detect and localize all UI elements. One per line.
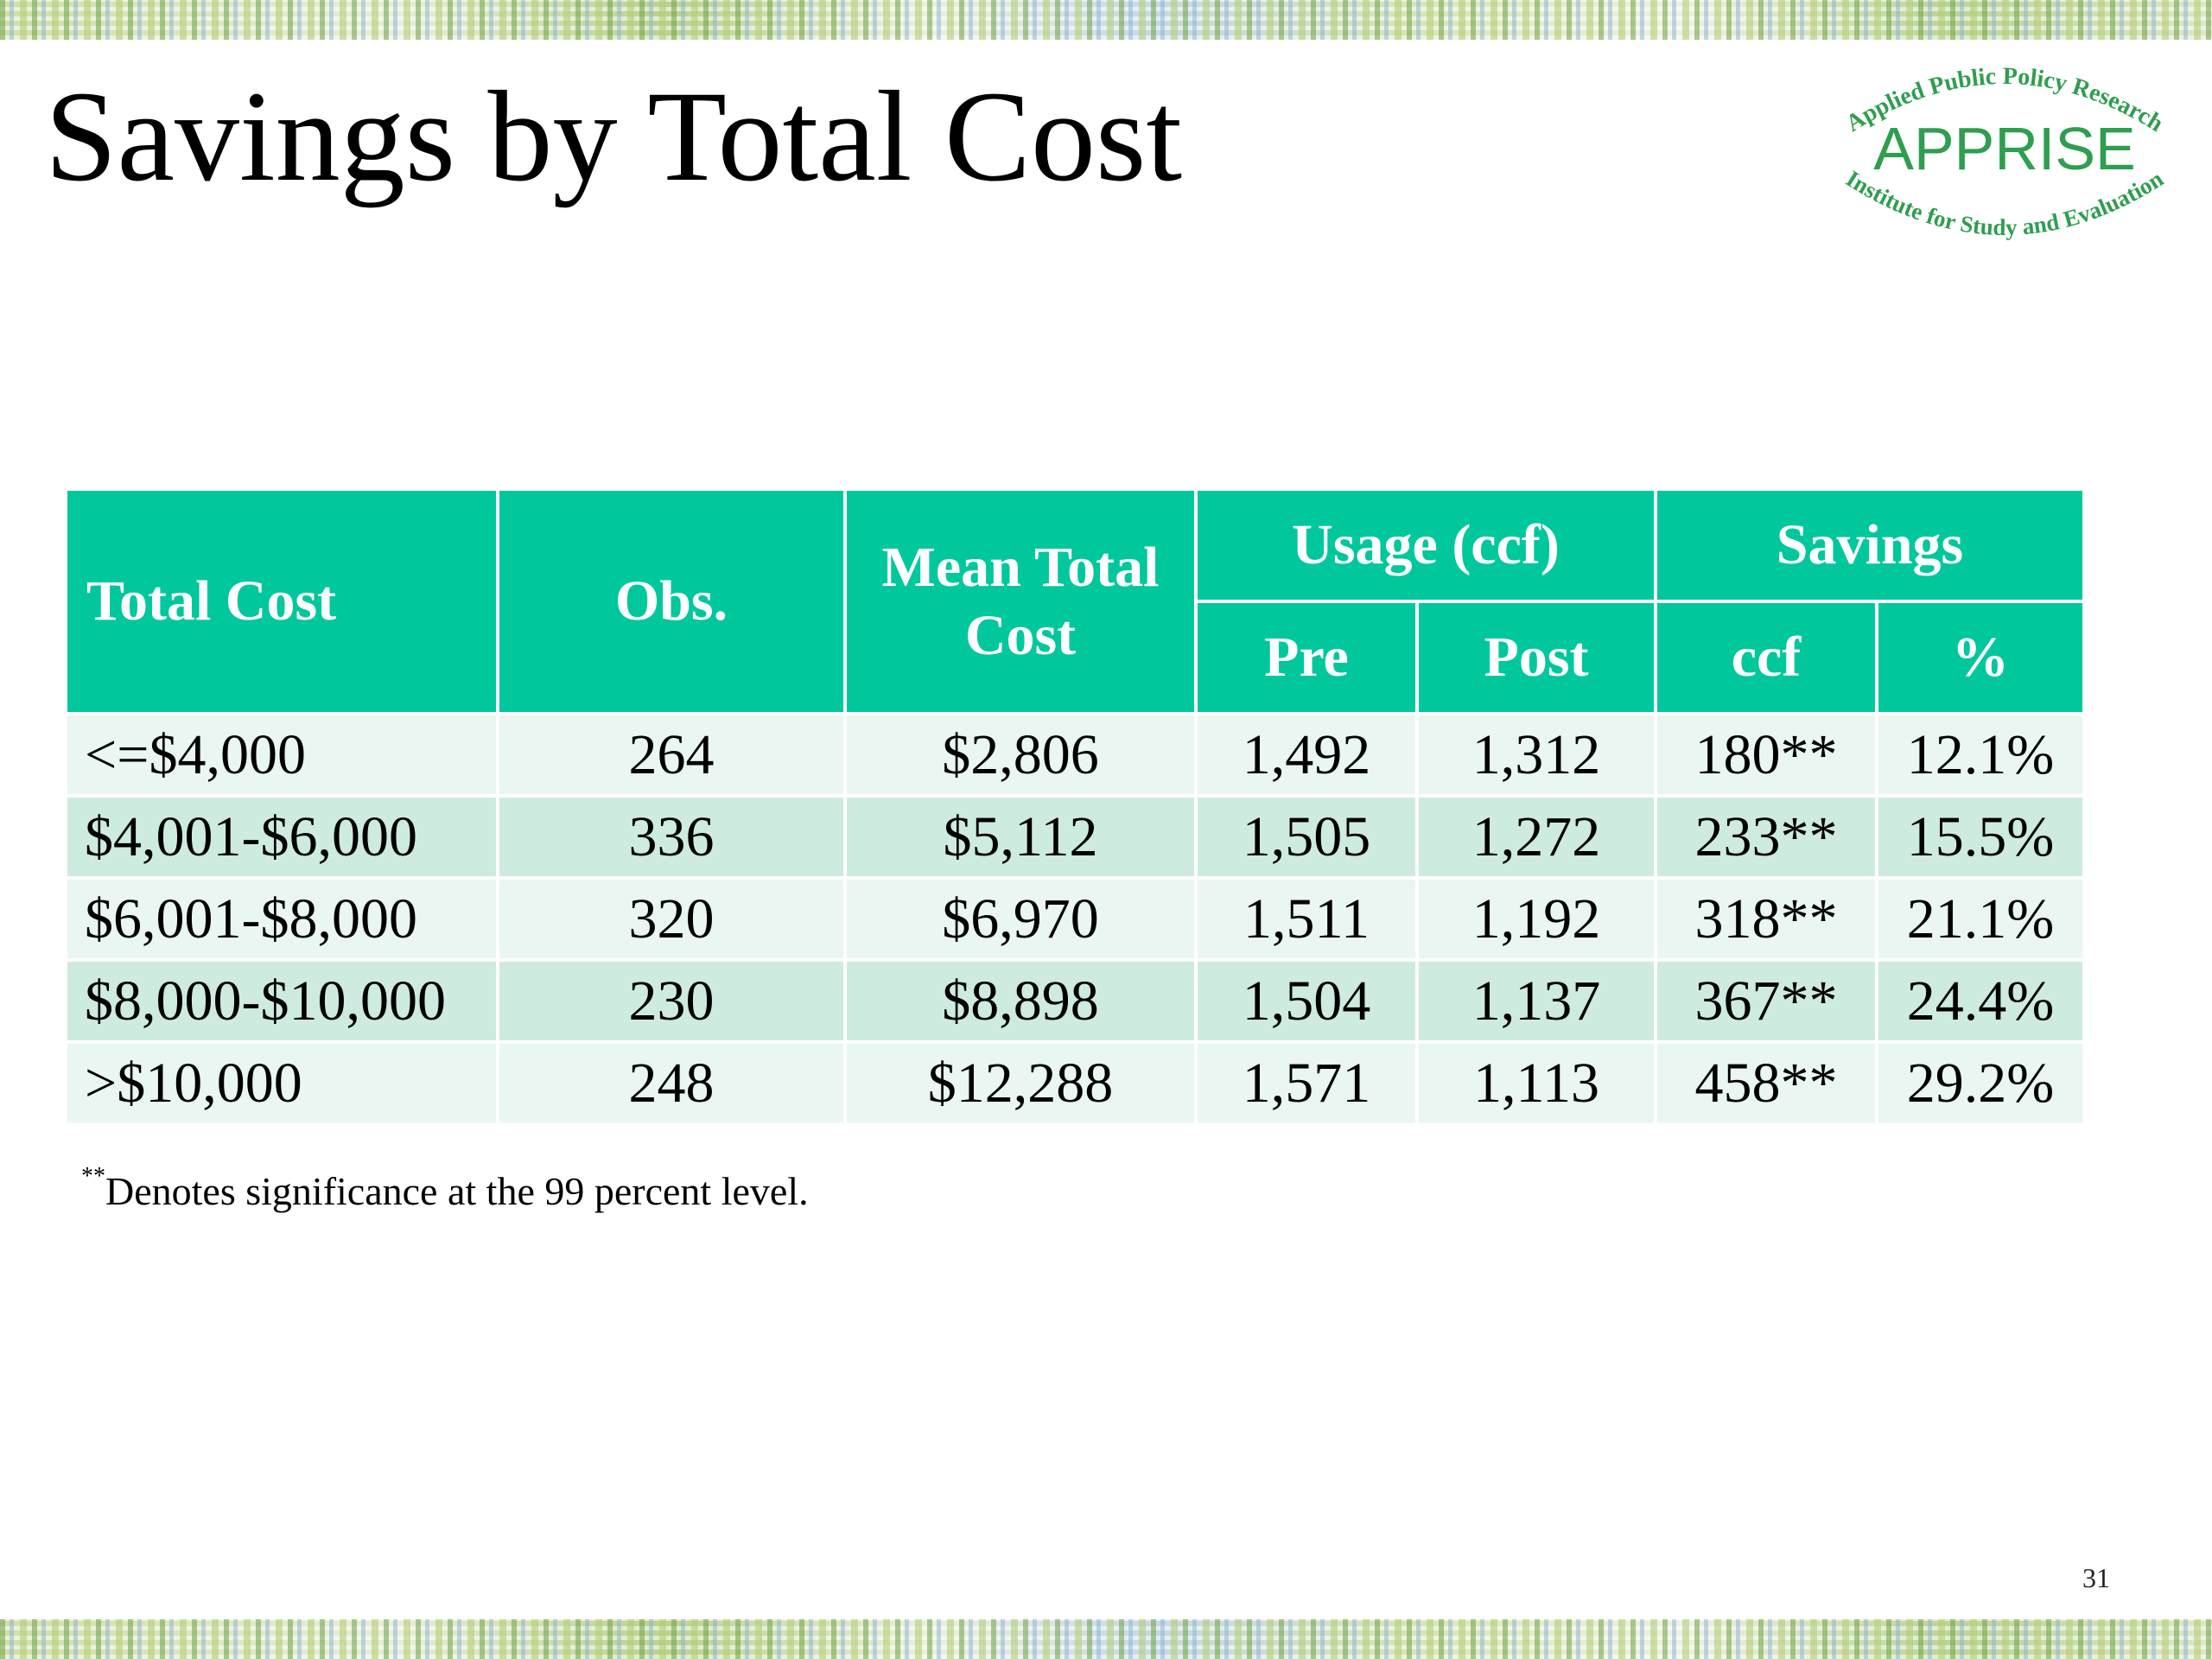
cell-mean-total-cost: $6,970 bbox=[843, 876, 1198, 962]
cell-post: 1,272 bbox=[1414, 794, 1658, 880]
cell-pre: 1,492 bbox=[1194, 712, 1419, 798]
footnote: **Denotes significance at the 99 percent… bbox=[81, 1163, 809, 1214]
cell-pre: 1,505 bbox=[1194, 794, 1419, 880]
header-total-cost: Total Cost bbox=[64, 487, 499, 715]
header-savings-group: Savings bbox=[1654, 487, 2087, 603]
cell-savings-ccf: 233** bbox=[1654, 794, 1879, 880]
cell-mean-total-cost: $5,112 bbox=[843, 794, 1198, 880]
table-row: $6,001-$8,000 320 $6,970 1,511 1,192 318… bbox=[64, 876, 2087, 962]
header-mean-total-cost: Mean Total Cost bbox=[843, 487, 1198, 715]
cell-obs: 336 bbox=[496, 794, 847, 880]
cell-mean-total-cost: $8,898 bbox=[843, 958, 1198, 1044]
decorative-top-band bbox=[0, 0, 2212, 40]
header-pre: Pre bbox=[1194, 600, 1419, 715]
cell-savings-ccf: 458** bbox=[1654, 1040, 1879, 1126]
cell-pre: 1,571 bbox=[1194, 1040, 1419, 1126]
cell-post: 1,137 bbox=[1414, 958, 1658, 1044]
cell-total-cost: $8,000-$10,000 bbox=[64, 958, 499, 1044]
footnote-text: Denotes significance at the 99 percent l… bbox=[105, 1169, 809, 1213]
cell-obs: 320 bbox=[496, 876, 847, 962]
cell-savings-pct: 21.1% bbox=[1875, 876, 2087, 962]
cell-total-cost: $6,001-$8,000 bbox=[64, 876, 499, 962]
cell-total-cost: $4,001-$6,000 bbox=[64, 794, 499, 880]
table-row: $4,001-$6,000 336 $5,112 1,505 1,272 233… bbox=[64, 794, 2087, 880]
header-obs: Obs. bbox=[496, 487, 847, 715]
header-ccf: ccf bbox=[1654, 600, 1879, 715]
table-row: <=$4,000 264 $2,806 1,492 1,312 180** 12… bbox=[64, 712, 2087, 798]
header-usage-group: Usage (ccf) bbox=[1193, 487, 1658, 603]
cell-post: 1,192 bbox=[1414, 876, 1658, 962]
header-pct: % bbox=[1875, 600, 2087, 715]
footnote-marker: ** bbox=[81, 1163, 105, 1190]
decorative-bottom-band bbox=[0, 1619, 2212, 1659]
cell-mean-total-cost: $2,806 bbox=[843, 712, 1198, 798]
cell-savings-ccf: 318** bbox=[1654, 876, 1879, 962]
cell-obs: 264 bbox=[496, 712, 847, 798]
cell-savings-pct: 29.2% bbox=[1875, 1040, 2087, 1126]
cell-obs: 248 bbox=[496, 1040, 847, 1126]
cell-mean-total-cost: $12,288 bbox=[843, 1040, 1198, 1126]
cell-total-cost: <=$4,000 bbox=[64, 712, 499, 798]
savings-table: Total Cost Obs. Mean Total Cost Usage (c… bbox=[64, 487, 2087, 1126]
cell-pre: 1,511 bbox=[1194, 876, 1419, 962]
logo-name: APPRISE bbox=[1873, 115, 2135, 182]
cell-savings-pct: 24.4% bbox=[1875, 958, 2087, 1044]
header-post: Post bbox=[1414, 600, 1658, 715]
cell-savings-ccf: 367** bbox=[1654, 958, 1879, 1044]
cell-post: 1,312 bbox=[1414, 712, 1658, 798]
cell-savings-pct: 15.5% bbox=[1875, 794, 2087, 880]
apprise-logo: Applied Public Policy Research APPRISE I… bbox=[1841, 63, 2168, 240]
cell-obs: 230 bbox=[496, 958, 847, 1044]
table-row: $8,000-$10,000 230 $8,898 1,504 1,137 36… bbox=[64, 958, 2087, 1044]
cell-savings-ccf: 180** bbox=[1654, 712, 1879, 798]
cell-total-cost: >$10,000 bbox=[64, 1040, 499, 1126]
page-number: 31 bbox=[2082, 1562, 2110, 1593]
slide-title: Savings by Total Cost bbox=[45, 65, 1183, 208]
table-row: >$10,000 248 $12,288 1,571 1,113 458** 2… bbox=[64, 1040, 2087, 1126]
cell-post: 1,113 bbox=[1414, 1040, 1658, 1126]
cell-savings-pct: 12.1% bbox=[1875, 712, 2087, 798]
cell-pre: 1,504 bbox=[1194, 958, 1419, 1044]
